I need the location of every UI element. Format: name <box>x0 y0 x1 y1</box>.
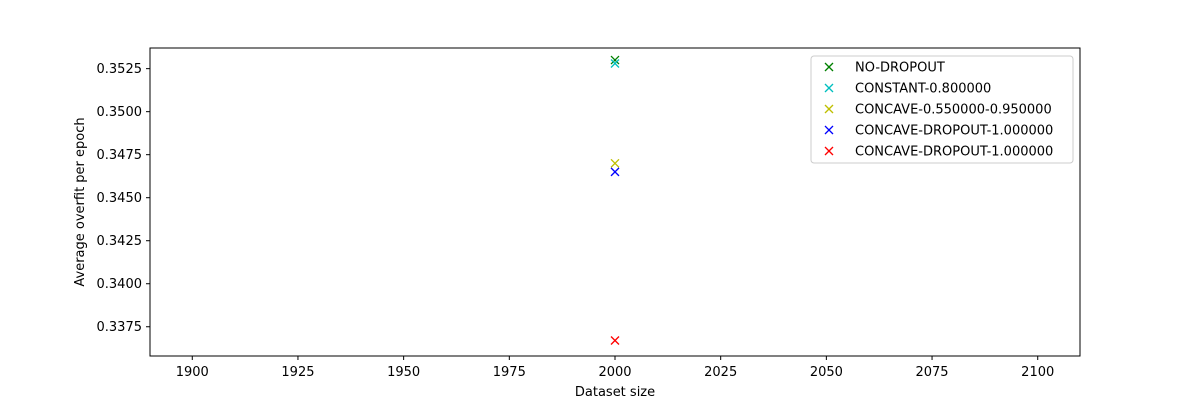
y-tick-label: 0.3450 <box>97 191 143 206</box>
x-tick-label: 1975 <box>493 365 526 380</box>
legend: NO-DROPOUT CONSTANT-0.800000 CONCAVE-0.550… <box>810 55 1074 164</box>
data-point <box>610 167 620 177</box>
x-axis-ticks: 1900 1925 1950 1975 2000 2025 2050 2075 2100 <box>176 356 1054 380</box>
legend-label: NO-DROPOUT <box>855 61 945 76</box>
legend-label: CONCAVE-DROPOUT-1.000000 <box>855 124 1053 139</box>
legend-label: CONCAVE-DROPOUT-1.000000 <box>855 145 1053 160</box>
x-tick-label: 2000 <box>598 365 631 380</box>
x-tick-label: 2050 <box>810 365 843 380</box>
data-points <box>610 55 620 345</box>
x-tick-label: 2025 <box>704 365 737 380</box>
legend-label: CONCAVE-0.550000-0.950000 <box>855 103 1052 118</box>
y-axis-label: Average overfit per epoch <box>73 117 88 286</box>
legend-marker <box>824 62 834 72</box>
x-axis-label: Dataset size <box>575 385 655 400</box>
y-tick-label: 0.3475 <box>97 148 143 163</box>
legend-marker <box>824 125 834 135</box>
data-point <box>610 55 620 65</box>
legend-item: CONCAVE-DROPOUT-1.000000 <box>824 124 1053 139</box>
x-tick-label: 2075 <box>915 365 948 380</box>
legend-marker <box>824 83 834 93</box>
y-tick-label: 0.3525 <box>97 62 143 77</box>
legend-marker <box>824 146 834 156</box>
legend-item: CONSTANT-0.800000 <box>824 82 991 97</box>
y-tick-label: 0.3400 <box>97 277 143 292</box>
y-tick-label: 0.3375 <box>97 320 143 335</box>
legend-marker <box>824 104 834 114</box>
y-axis-ticks: 0.3375 0.3400 0.3425 0.3450 0.3475 0.3500 0.35… <box>97 62 150 335</box>
legend-item: CONCAVE-DROPOUT-1.000000 <box>824 145 1053 160</box>
x-tick-label: 1950 <box>387 365 420 380</box>
data-point <box>610 59 620 68</box>
plot-frame <box>149 47 1081 357</box>
y-tick-label: 0.3500 <box>97 105 143 120</box>
x-tick-label: 1900 <box>176 365 209 380</box>
legend-label: CONSTANT-0.800000 <box>855 82 991 97</box>
y-tick-label: 0.3425 <box>97 234 143 249</box>
x-tick-label: 2100 <box>1021 365 1054 380</box>
x-tick-label: 1925 <box>281 365 314 380</box>
legend-box <box>810 55 1074 164</box>
legend-item: CONCAVE-0.550000-0.950000 <box>824 103 1052 118</box>
data-point <box>610 336 620 345</box>
legend-item: NO-DROPOUT <box>824 61 945 76</box>
data-point <box>610 158 620 168</box>
